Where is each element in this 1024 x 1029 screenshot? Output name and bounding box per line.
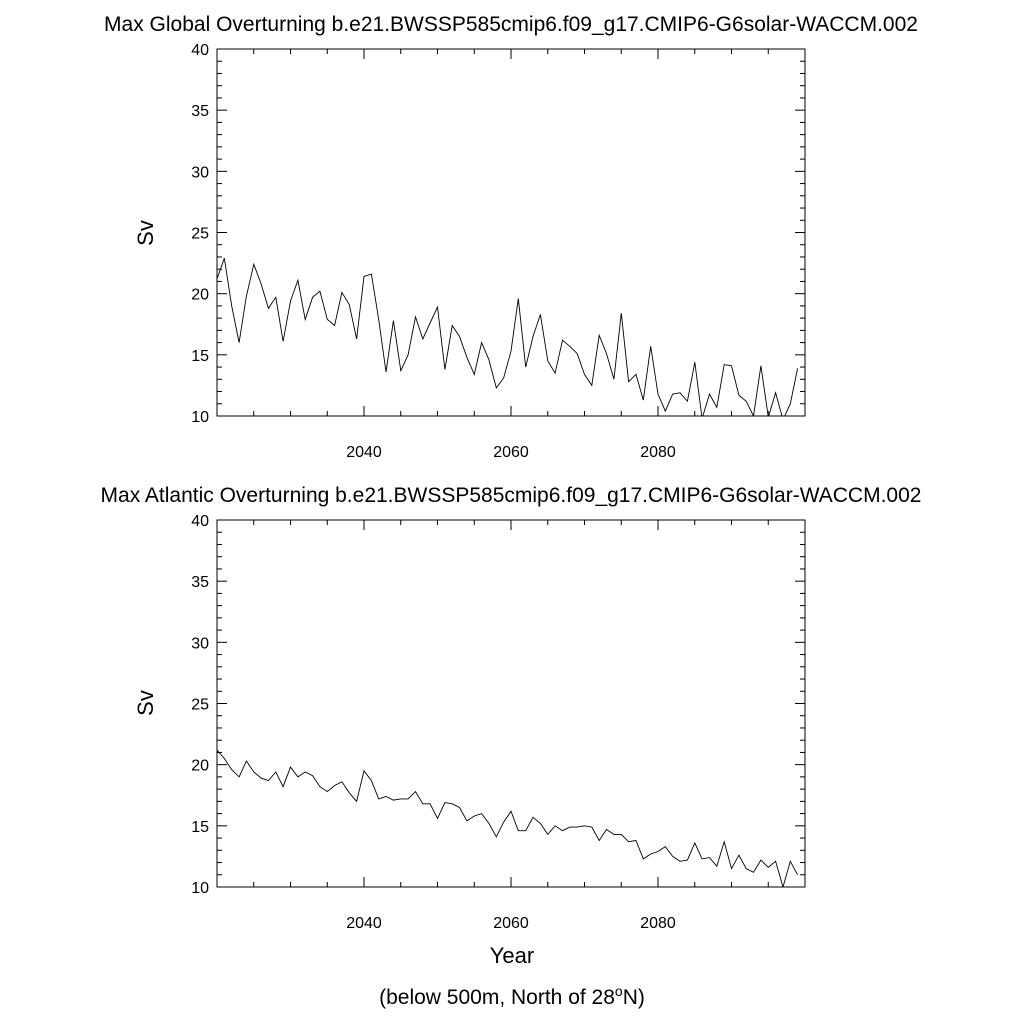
plot-frame <box>216 48 806 417</box>
x-tick-label: 2040 <box>346 915 382 932</box>
plot-frame <box>216 519 806 888</box>
y-tick-label: 25 <box>191 226 209 243</box>
y-axis-title: Sv <box>133 220 158 246</box>
footnote: (below 500m, North of 28oN) <box>379 983 645 1009</box>
y-tick-label: 40 <box>191 42 209 59</box>
y-tick-label: 15 <box>191 348 209 365</box>
footnote-prefix: (below 500m, North of 28 <box>379 986 615 1009</box>
plot-axes: 10 15 20 25 30 35 40 2040 2060 2080 <box>191 513 806 932</box>
y-tick-label: 15 <box>191 819 209 836</box>
footnote-superscript: o <box>615 983 623 999</box>
y-tick-label: 35 <box>191 574 209 591</box>
y-tick-label: 30 <box>191 164 209 181</box>
x-tick-label: 2080 <box>640 915 676 932</box>
y-tick-label: 25 <box>191 697 209 714</box>
x-tick-label: 2040 <box>346 444 382 461</box>
y-tick-label: 35 <box>191 103 209 120</box>
y-tick-label: 40 <box>191 513 209 530</box>
footnote-suffix: N) <box>623 986 645 1009</box>
x-tick-label: 2080 <box>640 444 676 461</box>
y-axis-title: Sv <box>133 690 158 716</box>
plot-axes: 10 15 20 25 30 35 40 2040 2060 2080 <box>191 42 806 461</box>
series-line <box>217 258 799 416</box>
y-tick-label: 20 <box>191 287 209 304</box>
y-tick-label: 30 <box>191 635 209 652</box>
y-tick-label: 20 <box>191 758 209 775</box>
x-tick-label: 2060 <box>493 915 529 932</box>
chart-global-overturning: Max Global Overturning b.e21.BWSSP585cmi… <box>104 13 918 461</box>
chart-atlantic-overturning: Max Atlantic Overturning b.e21.BWSSP585c… <box>101 484 922 968</box>
x-tick-label: 2060 <box>493 444 529 461</box>
series-line <box>217 749 798 887</box>
chart-title: Max Global Overturning b.e21.BWSSP585cmi… <box>104 13 918 36</box>
y-tick-label: 10 <box>191 880 209 897</box>
y-tick-label: 10 <box>191 409 209 426</box>
x-axis-title: Year <box>490 943 534 968</box>
chart-title: Max Atlantic Overturning b.e21.BWSSP585c… <box>101 484 922 507</box>
